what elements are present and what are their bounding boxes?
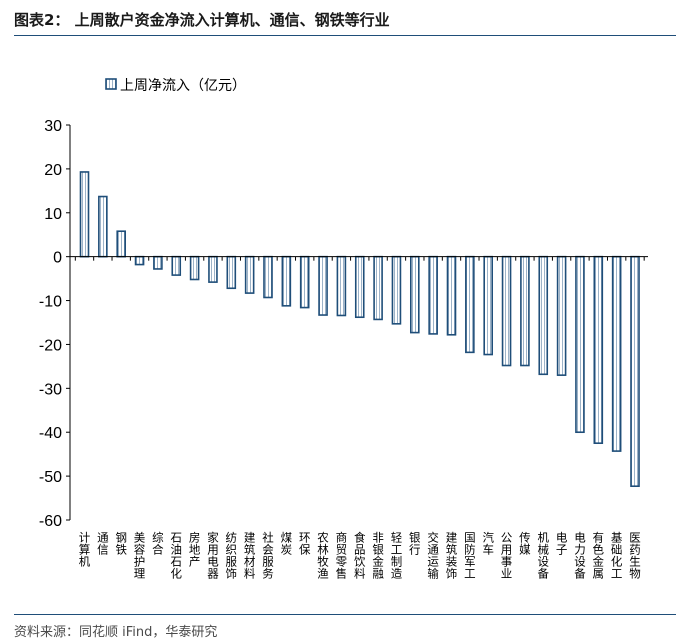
x-category-label: 基础化工: [611, 530, 623, 580]
bar-国防军工: [465, 255, 475, 354]
bar-电力设备: [575, 255, 585, 434]
bar-房地产: [189, 255, 200, 281]
legend-swatch: [105, 78, 117, 90]
bar-传媒: [520, 255, 530, 367]
figure-header: 图表2： 上周散户资金净流入计算机、通信、钢铁等行业: [14, 6, 676, 36]
bar-计算机: [79, 171, 90, 258]
x-category-label: 医药生物: [629, 530, 641, 580]
x-category-label: 银行: [409, 530, 421, 556]
bar-通信: [98, 195, 108, 258]
bar-公用事业: [501, 255, 512, 367]
x-category-label: 纺织服饰: [226, 530, 238, 580]
x-category-label: 传媒: [519, 530, 531, 556]
bar-建筑材料: [244, 255, 255, 294]
bar-美容护理: [134, 255, 145, 266]
bar-食品饮料: [354, 255, 365, 319]
x-category-label: 计算机: [79, 530, 91, 568]
x-category-label: 煤炭: [281, 530, 293, 556]
x-category-label: 钢铁: [115, 530, 127, 556]
y-axis: 30 20 10 0 -10 -20 -30 -40 -50 -60: [39, 118, 71, 530]
bar-社会服务: [263, 255, 273, 299]
x-category-label: 食品饮料: [354, 530, 366, 580]
figure-title: 图表2： 上周散户资金净流入计算机、通信、钢铁等行业: [14, 11, 390, 29]
bar-综合: [153, 255, 163, 270]
y-tick-label: -50: [39, 469, 62, 486]
x-category-label: 家用电器: [207, 530, 219, 580]
bar-机械设备: [538, 255, 549, 376]
x-category-label: 石油石化: [171, 530, 183, 580]
x-category-label: 交通运输: [427, 530, 439, 580]
bar-家用电器: [208, 255, 218, 283]
bar-石油石化: [171, 255, 182, 276]
x-category-label: 建筑装饰: [446, 530, 458, 580]
bar-电子: [556, 255, 567, 376]
x-category-label: 建筑材料: [244, 530, 256, 580]
y-tick-label: 30: [44, 118, 62, 135]
bar-医药生物: [630, 255, 640, 488]
x-category-label: 美容护理: [134, 530, 146, 580]
x-axis: 计算机通信钢铁美容护理综合石油石化房地产家用电器纺织服饰建筑材料社会服务煤炭环保…: [70, 256, 648, 581]
bar-钢铁: [116, 230, 126, 258]
bar-商贸零售: [336, 255, 347, 317]
x-category-label: 农林牧渔: [317, 530, 329, 580]
bar-轻工制造: [391, 255, 402, 325]
x-category-label: 国防军工: [464, 530, 476, 580]
bar-非银金融: [373, 255, 383, 321]
bar-环保: [299, 255, 310, 309]
x-category-label: 公用事业: [501, 530, 513, 580]
bars: [79, 171, 640, 488]
bar-汽车: [483, 255, 494, 356]
y-tick-label: -30: [39, 381, 62, 398]
x-category-label: 社会服务: [262, 530, 274, 580]
bar-煤炭: [281, 255, 292, 307]
x-category-label: 非银金融: [372, 530, 384, 580]
legend: 上周净流入（亿元）: [105, 78, 246, 94]
bar-交通运输: [428, 255, 438, 335]
y-tick-label: -40: [39, 425, 62, 442]
bar-银行: [409, 255, 420, 334]
legend-label: 上周净流入（亿元）: [120, 78, 246, 94]
source-rule: [14, 614, 676, 615]
x-category-label: 环保: [299, 530, 311, 556]
x-category-label: 综合: [152, 530, 164, 556]
y-tick-label: -60: [39, 513, 62, 530]
bar-纺织服饰: [226, 255, 237, 290]
x-category-label: 通信: [97, 530, 109, 556]
x-category-label: 汽车: [482, 530, 494, 556]
x-category-label: 有色金属: [593, 530, 605, 580]
x-category-label: 房地产: [189, 530, 201, 568]
y-tick-label: 0: [53, 250, 62, 267]
bar-有色金属: [593, 255, 604, 444]
y-tick-label: 20: [44, 162, 62, 179]
y-tick-label: -20: [39, 337, 62, 354]
title-rule: [14, 35, 676, 36]
bar-农林牧渔: [318, 255, 328, 316]
x-category-label: 轻工制造: [391, 530, 403, 580]
x-category-label: 商贸零售: [336, 530, 348, 580]
bar-基础化工: [611, 255, 622, 452]
y-tick-label: 10: [44, 206, 62, 223]
source-note: 资料来源：同花顺 iFind，华泰研究: [14, 625, 218, 640]
bar-chart: 30 20 10 0 -10 -20 -30 -40 -50 -60 计算机通信钢铁美容护理综合石…: [39, 78, 648, 581]
bar-建筑装饰: [446, 255, 457, 336]
x-category-label: 电力设备: [574, 530, 586, 580]
x-category-label: 机械设备: [538, 530, 550, 580]
x-category-label: 电子: [556, 530, 568, 556]
y-tick-label: -10: [39, 294, 62, 311]
